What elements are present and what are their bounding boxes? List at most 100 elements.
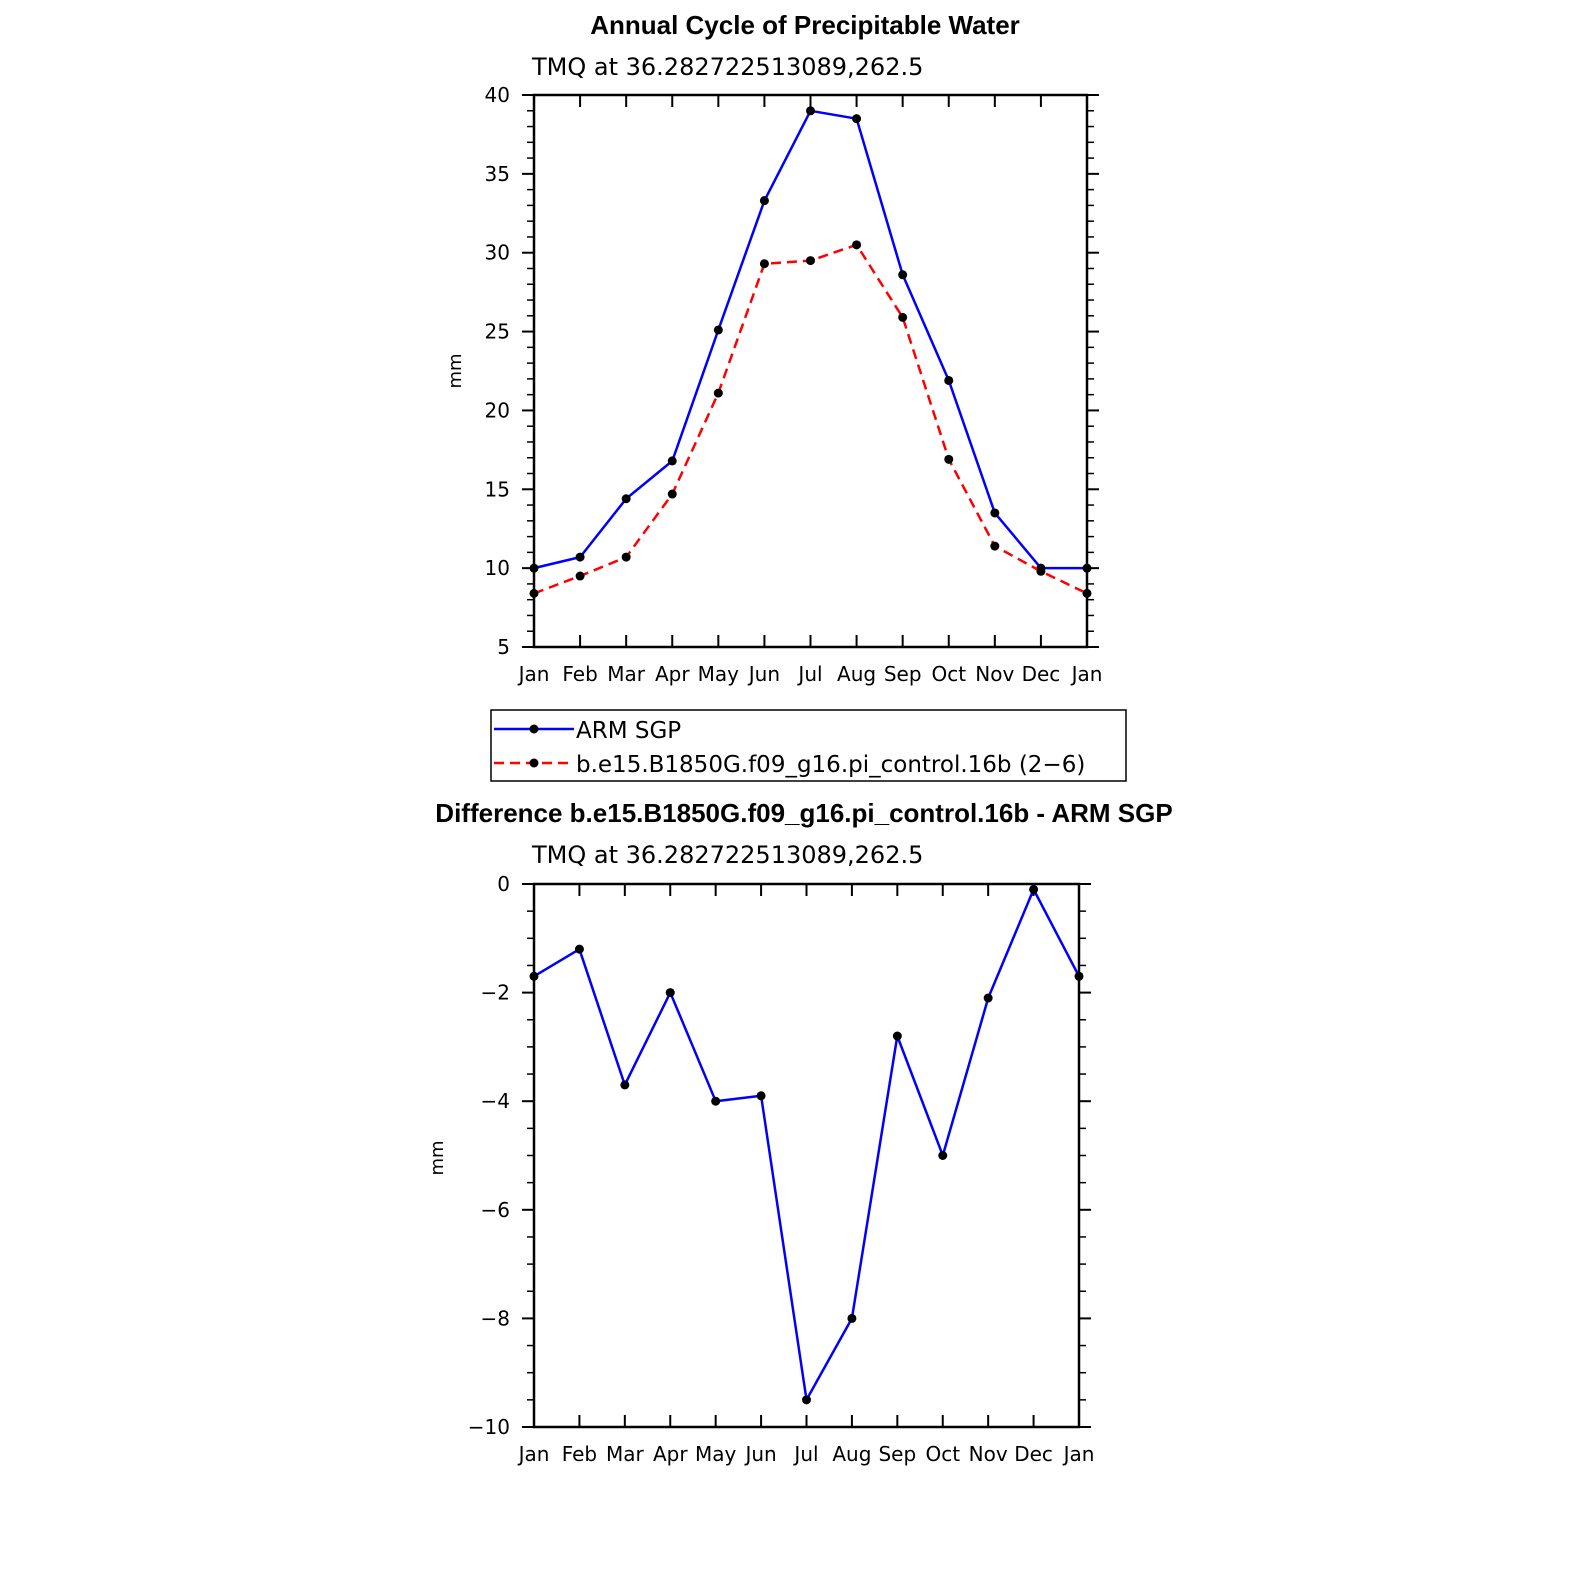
- data-point: [575, 552, 585, 562]
- data-point: [713, 325, 723, 335]
- x-tick-label: Apr: [653, 1442, 688, 1466]
- data-point: [621, 552, 631, 562]
- x-tick-label: Apr: [655, 662, 690, 686]
- data-point: [892, 1031, 902, 1041]
- data-point: [759, 259, 769, 269]
- y-tick-label: 5: [497, 635, 510, 659]
- legend: ARM SGP b.e15.B1850G.f09_g16.pi_control.…: [490, 709, 1127, 782]
- y-tick-label: 35: [485, 162, 510, 186]
- data-point: [852, 114, 862, 124]
- data-point: [713, 388, 723, 398]
- data-point: [1074, 971, 1084, 981]
- data-point: [1082, 588, 1092, 598]
- annual-cycle-chart: Annual Cycle of Precipitable Water TMQ a…: [445, 10, 1127, 782]
- y-tick-label: 30: [485, 241, 510, 265]
- x-tick-label: Jan: [517, 1442, 550, 1466]
- chart-title: Annual Cycle of Precipitable Water: [590, 10, 1020, 40]
- y-axis-label: mm: [427, 1140, 448, 1175]
- x-tick-label: Jan: [517, 662, 550, 686]
- data-point: [621, 494, 631, 504]
- x-tick-label: Sep: [884, 662, 922, 686]
- data-point: [847, 1313, 857, 1323]
- data-point: [990, 541, 1000, 551]
- x-tick-label: May: [695, 1442, 737, 1466]
- legend-marker-model: [529, 758, 539, 768]
- y-tick-label: −2: [481, 981, 510, 1005]
- y-tick-label: 25: [485, 320, 510, 344]
- data-point: [852, 240, 862, 250]
- x-tick-label: Jun: [743, 1442, 776, 1466]
- x-tick-label: Dec: [1014, 1442, 1053, 1466]
- chart-title: Difference b.e15.B1850G.f09_g16.pi_contr…: [435, 798, 1172, 828]
- legend-item-model: b.e15.B1850G.f09_g16.pi_control.16b (2−6…: [494, 752, 1085, 778]
- data-point: [711, 1096, 721, 1106]
- data-point: [898, 312, 908, 322]
- x-tick-label: Jan: [1062, 1442, 1095, 1466]
- x-tick-label: Aug: [832, 1442, 871, 1466]
- plot-area: Jan Feb Mar Apr May Jun Jul Aug Sep Oct Nov Dec Jan 5…: [485, 83, 1103, 686]
- data-point: [944, 375, 954, 385]
- legend-item-arm-sgp: ARM SGP: [494, 718, 681, 744]
- y-tick-label: −8: [481, 1306, 510, 1330]
- y-axis-label: mm: [445, 353, 466, 388]
- legend-marker-arm-sgp: [529, 724, 539, 734]
- x-tick-label: Feb: [562, 1442, 597, 1466]
- y-tick-label: 40: [485, 83, 510, 107]
- x-tick-label: Jan: [1070, 662, 1103, 686]
- data-point: [983, 993, 993, 1003]
- series-line-1: [533, 243, 1088, 595]
- x-tick-label: Mar: [606, 1442, 645, 1466]
- chart-subtitle: TMQ at 36.282722513089,262.5: [531, 841, 923, 869]
- x-tick-label: Jul: [792, 1442, 818, 1466]
- x-tick-label: Jun: [747, 662, 780, 686]
- data-point: [898, 270, 908, 280]
- x-tick-label: Nov: [969, 1442, 1008, 1466]
- data-point: [1029, 884, 1039, 894]
- plot-frame: [532, 882, 1081, 1429]
- x-tick-label: Nov: [975, 662, 1014, 686]
- x-tick-label: Mar: [607, 662, 646, 686]
- data-point: [806, 256, 815, 266]
- y-tick-label: 0: [497, 872, 510, 896]
- y-tick-label: −4: [481, 1089, 510, 1113]
- legend-box: [490, 709, 1127, 782]
- data-point: [575, 571, 585, 581]
- x-tick-label: Dec: [1022, 662, 1061, 686]
- data-point: [1082, 563, 1092, 573]
- series-line-0: [533, 888, 1081, 1402]
- data-point: [620, 1080, 630, 1090]
- y-tick-label: 20: [485, 398, 510, 422]
- data-point: [665, 988, 675, 998]
- plot-area: Jan Feb Mar Apr May Jun Jul Aug Sep Oct Nov Dec Jan−…: [468, 872, 1095, 1466]
- plot-frame: [532, 93, 1089, 649]
- x-tick-label: Feb: [562, 662, 597, 686]
- data-point: [802, 1395, 811, 1405]
- data-point: [667, 456, 677, 466]
- data-point: [1036, 566, 1046, 576]
- data-point: [759, 196, 769, 206]
- x-tick-label: Oct: [925, 1442, 960, 1466]
- series-line-0: [533, 109, 1087, 570]
- data-point: [806, 106, 815, 116]
- x-tick-label: May: [698, 662, 740, 686]
- data-point: [574, 944, 584, 954]
- legend-label-model: b.e15.B1850G.f09_g16.pi_control.16b (2−6…: [576, 752, 1085, 778]
- data-point: [756, 1091, 766, 1101]
- y-tick-label: −10: [468, 1415, 510, 1439]
- data-point: [667, 489, 677, 499]
- y-tick-label: 10: [485, 556, 510, 580]
- data-point: [529, 588, 539, 598]
- x-tick-label: Jul: [796, 662, 822, 686]
- data-point: [944, 454, 954, 464]
- data-point: [938, 1151, 948, 1160]
- y-tick-label: 15: [485, 477, 510, 501]
- x-tick-label: Aug: [837, 662, 876, 686]
- data-point: [529, 971, 539, 981]
- y-tick-label: −6: [481, 1198, 510, 1222]
- x-tick-label: Oct: [931, 662, 966, 686]
- data-point: [990, 508, 1000, 518]
- difference-chart: Difference b.e15.B1850G.f09_g16.pi_contr…: [427, 798, 1173, 1466]
- x-tick-label: Sep: [878, 1442, 916, 1466]
- chart-subtitle: TMQ at 36.282722513089,262.5: [531, 53, 923, 81]
